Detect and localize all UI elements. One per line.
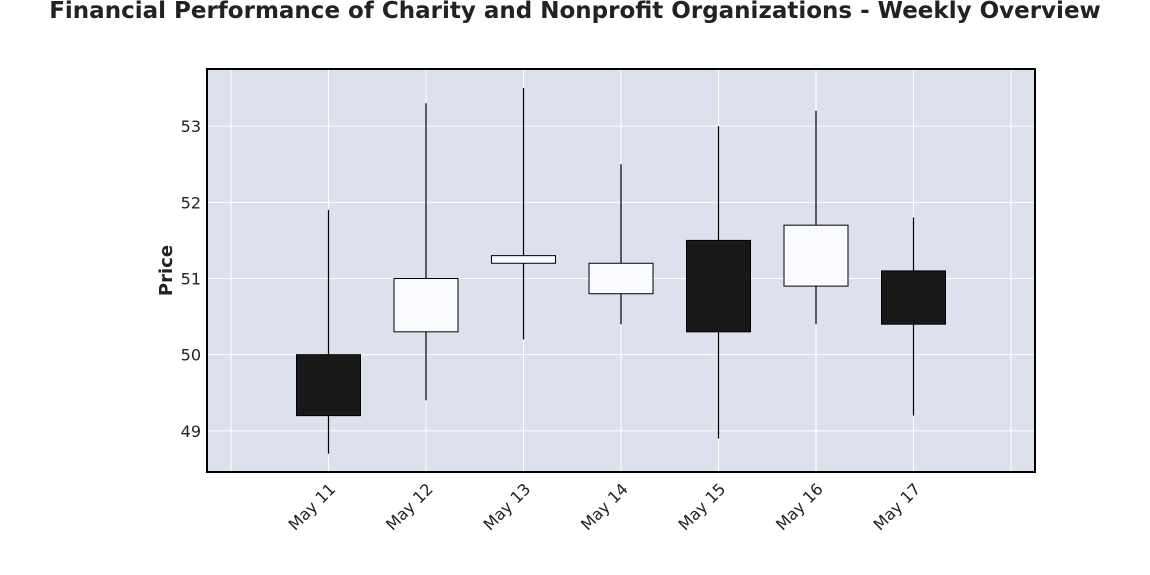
x-tick-label: May 12 [382,479,437,534]
candle-body-decreasing [881,270,946,325]
y-tick-label: 51 [181,269,201,288]
candle-body-increasing [491,255,556,264]
y-axis-ticks: 49 50 51 52 53 [181,117,201,441]
candle-body-increasing [393,277,459,333]
plot-frame [206,68,1036,473]
x-tick-label: May 16 [772,479,827,534]
y-tick-label: 53 [181,117,201,136]
chart-title: Financial Performance of Charity and Non… [49,0,1101,24]
candles [296,88,946,454]
x-tick-label: May 13 [480,479,535,534]
y-tick-label: 52 [181,193,201,212]
y-axis-label: Price [156,245,177,296]
candle-body-increasing [783,224,849,287]
x-tick-label: May 11 [285,479,340,534]
x-tick-label: May 17 [870,479,925,534]
candle-body-decreasing [296,354,361,417]
candle-body-decreasing [686,239,751,333]
y-tick-label: 50 [181,346,201,365]
x-axis-ticks: May 11 May 12 May 13 May 14 May 15 May 16 May … [285,479,925,534]
x-tick-label: May 14 [577,479,632,534]
x-tick-label: May 15 [675,479,730,534]
y-tick-label: 49 [181,422,201,441]
candle-body-increasing [588,262,654,295]
